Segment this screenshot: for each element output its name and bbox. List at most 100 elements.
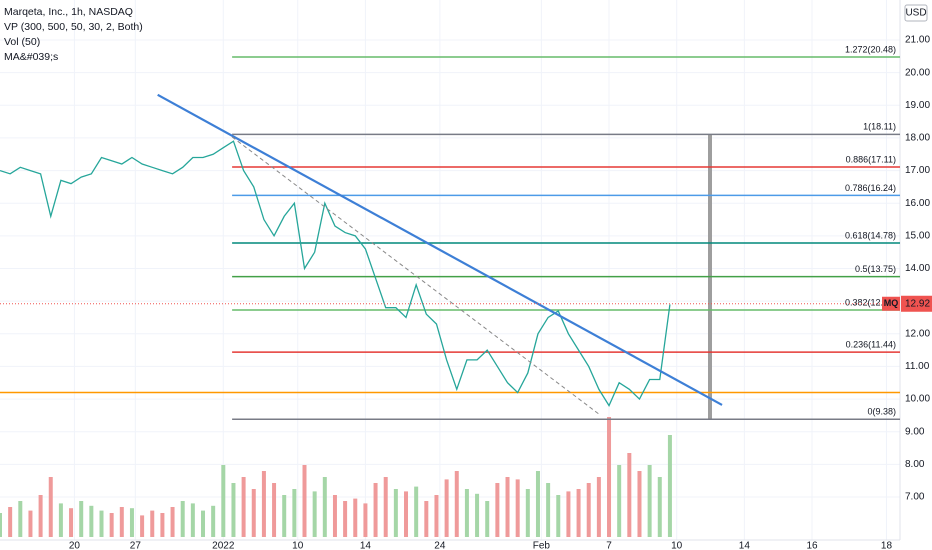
volume-bar <box>363 503 368 537</box>
y-tick-label: 20.00 <box>905 67 930 78</box>
volume-bar <box>8 507 13 537</box>
volume-bar <box>292 489 297 537</box>
x-tick-label: 18 <box>881 541 893 550</box>
fib-label: 0.886(17.11) <box>846 154 896 164</box>
fib-label: 0.236(11.44) <box>846 339 896 349</box>
volume-bar <box>627 453 632 537</box>
y-tick-label: 8.00 <box>905 459 925 470</box>
volume-bar <box>586 483 591 537</box>
y-tick-label: 18.00 <box>905 133 930 144</box>
volume-bar <box>18 501 23 537</box>
x-tick-label: 10 <box>292 541 304 550</box>
volume-bar <box>475 493 480 537</box>
volume-bar <box>89 505 94 537</box>
volume-bar <box>251 489 256 537</box>
y-tick-label: 9.00 <box>905 426 925 437</box>
x-tick-label: 10 <box>671 541 683 550</box>
fib-label: 0.618(14.78) <box>845 230 896 240</box>
legend-line: VP (300, 500, 50, 30, 2, Both) <box>4 21 143 33</box>
x-tick-label: 7 <box>606 541 612 550</box>
volume-bar <box>201 510 206 537</box>
volume-bar <box>332 495 337 537</box>
fib-label: 0.5(13.75) <box>855 264 896 274</box>
volume-bar <box>302 465 307 537</box>
volume-bar <box>373 483 378 537</box>
y-tick-label: 14.00 <box>905 263 930 274</box>
volume-bar <box>241 477 246 537</box>
volume-bar <box>312 491 317 537</box>
y-tick-label: 15.00 <box>905 230 930 241</box>
volume-bar <box>637 471 642 537</box>
volume-bar <box>647 465 652 537</box>
fib-label: 0.786(16.24) <box>845 183 896 193</box>
volume-bar <box>454 471 459 537</box>
volume-bar <box>119 507 124 537</box>
volume-bar <box>180 501 185 537</box>
volume-bar <box>282 495 287 537</box>
trendline <box>157 93 723 406</box>
volume-bar <box>596 477 601 537</box>
volume-bar <box>495 483 500 537</box>
y-tick-label: 11.00 <box>905 361 930 372</box>
legend-line: Marqeta, Inc., 1h, NASDAQ <box>4 6 133 18</box>
price-line <box>0 140 671 407</box>
volume-bar <box>546 483 551 537</box>
volume-bar <box>617 465 622 537</box>
volume-bar <box>211 505 216 537</box>
volume-bar <box>424 501 429 537</box>
volume-bar <box>79 501 84 537</box>
volume-bar <box>414 486 419 537</box>
y-tick-label: 17.00 <box>905 165 930 176</box>
volume-bar <box>576 489 581 537</box>
volume-bar <box>99 510 104 537</box>
y-tick-label: 10.00 <box>905 394 930 405</box>
volume-bar <box>556 495 561 537</box>
fib-label: 0.382(12.73) <box>845 297 896 307</box>
plot-background <box>0 0 900 540</box>
volume-bar <box>272 483 277 537</box>
volume-bar <box>607 417 612 537</box>
x-tick-label: 14 <box>360 541 372 550</box>
currency-box[interactable] <box>904 4 928 22</box>
volume-bar <box>657 477 662 537</box>
y-tick-label: 7.00 <box>905 492 925 503</box>
volume-bar <box>566 491 571 537</box>
volume-bar <box>58 503 63 537</box>
volume-bar <box>140 515 145 537</box>
volume-bar <box>190 503 195 537</box>
volume-bar <box>343 501 348 537</box>
volume-bar <box>515 479 520 537</box>
volume-bar <box>353 498 358 537</box>
x-tick-label: 2022 <box>212 541 235 550</box>
volume-bar <box>109 513 114 537</box>
y-tick-label: 21.00 <box>905 35 930 46</box>
background-lines <box>0 0 900 540</box>
volume-bar <box>444 479 449 537</box>
volume-bar <box>464 489 469 537</box>
currency: USD <box>905 8 926 19</box>
symbol-tag <box>882 296 900 311</box>
volume-bar <box>667 435 672 537</box>
volume-bar <box>28 510 33 537</box>
volume-bar <box>434 495 439 537</box>
volume-bar <box>129 508 134 537</box>
volume-bar <box>322 477 327 537</box>
x-tick-label: 24 <box>434 541 446 550</box>
volume-bar <box>38 495 43 537</box>
y-tick-label: 19.00 <box>905 100 930 111</box>
volume-bar <box>535 471 540 537</box>
fib-label: 1(18.11) <box>863 122 896 132</box>
volume-profile <box>708 135 712 420</box>
y-tick-label: 16.00 <box>905 198 930 209</box>
volume-bar <box>160 513 165 537</box>
last-price: 12.92 <box>905 298 930 309</box>
volume-bar <box>485 501 490 537</box>
volume-bar <box>383 477 388 537</box>
fib-label: 1.272(20.48) <box>845 44 896 54</box>
volume-bar <box>231 483 236 537</box>
volume-bar <box>150 510 155 537</box>
volume-bar <box>404 491 409 537</box>
fib-label: 0(9.38) <box>867 407 896 417</box>
volume-bar <box>261 471 266 537</box>
